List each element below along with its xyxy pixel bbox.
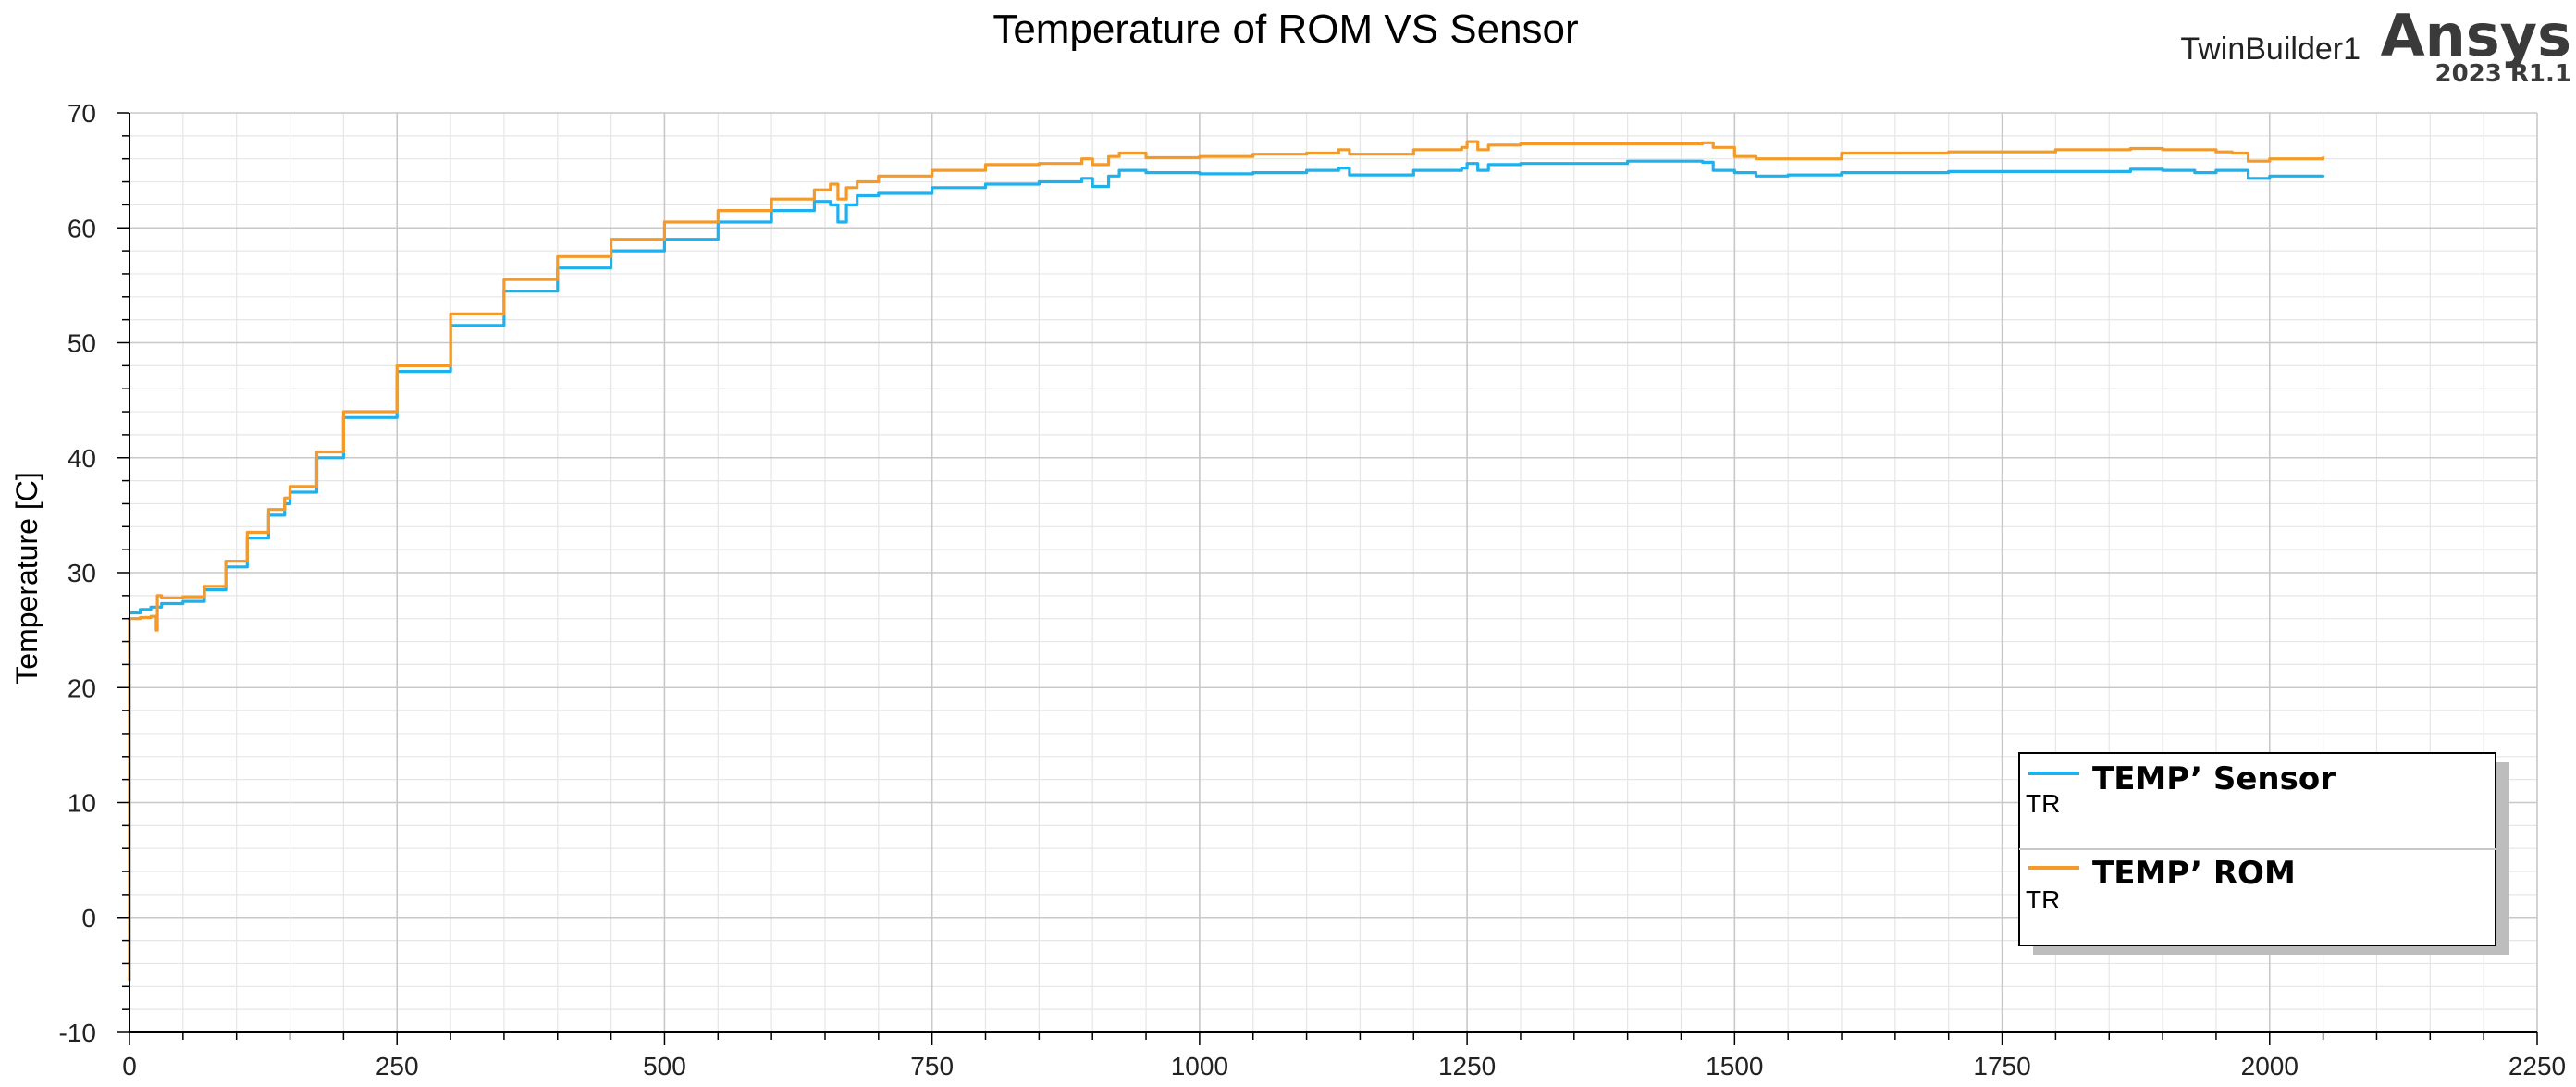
legend-sublabel-sensor: TR (2026, 789, 2060, 818)
series-line-rom (128, 140, 2325, 982)
x-tick-label: 1000 (1171, 1052, 1228, 1081)
brand-logo: Ansys (2381, 2, 2571, 69)
x-tick-label: 1500 (1706, 1052, 1763, 1081)
x-tick-label: 0 (122, 1052, 137, 1081)
y-tick-label: 30 (68, 559, 96, 587)
y-tick-label: 70 (68, 99, 96, 128)
y-tick-label: 10 (68, 789, 96, 818)
x-tick-label: 750 (910, 1052, 954, 1081)
chart-title: Temperature of ROM VS Sensor (992, 6, 1578, 52)
version-label: 2023 R1.1 (2435, 60, 2572, 88)
x-tick-label: 1750 (1973, 1052, 2030, 1081)
legend[interactable]: TEMP’ Sensor TR TEMP’ ROM TR (2018, 752, 2509, 955)
y-tick-label: 60 (68, 214, 96, 242)
series-lines (128, 140, 2325, 982)
y-tick-label: 50 (68, 329, 96, 358)
x-tick-label: 1250 (1438, 1052, 1496, 1081)
legend-label-rom: TEMP’ ROM (2092, 855, 2296, 892)
legend-label-sensor: TEMP’ Sensor (2092, 760, 2336, 797)
tick-labels: 0 250 500 750 1000 1250 1500 1750 2000 2250 -10 0 10… (59, 99, 2567, 1081)
x-tick-label: 2000 (2241, 1052, 2299, 1081)
y-axis-label: Temperature [C] (10, 472, 43, 684)
y-tick-label: 20 (68, 673, 96, 702)
x-tick-label: 250 (376, 1052, 419, 1081)
y-tick-label: 40 (68, 444, 96, 473)
design-name: TwinBuilder1 (2180, 31, 2360, 67)
y-tick-label: 0 (81, 904, 96, 933)
x-tick-label: 2250 (2508, 1052, 2566, 1081)
x-tick-label: 500 (643, 1052, 686, 1081)
y-tick-label: -10 (59, 1019, 96, 1047)
legend-sublabel-rom: TR (2026, 885, 2060, 914)
series-line-sensor (129, 159, 2325, 615)
axes (117, 112, 2538, 1045)
